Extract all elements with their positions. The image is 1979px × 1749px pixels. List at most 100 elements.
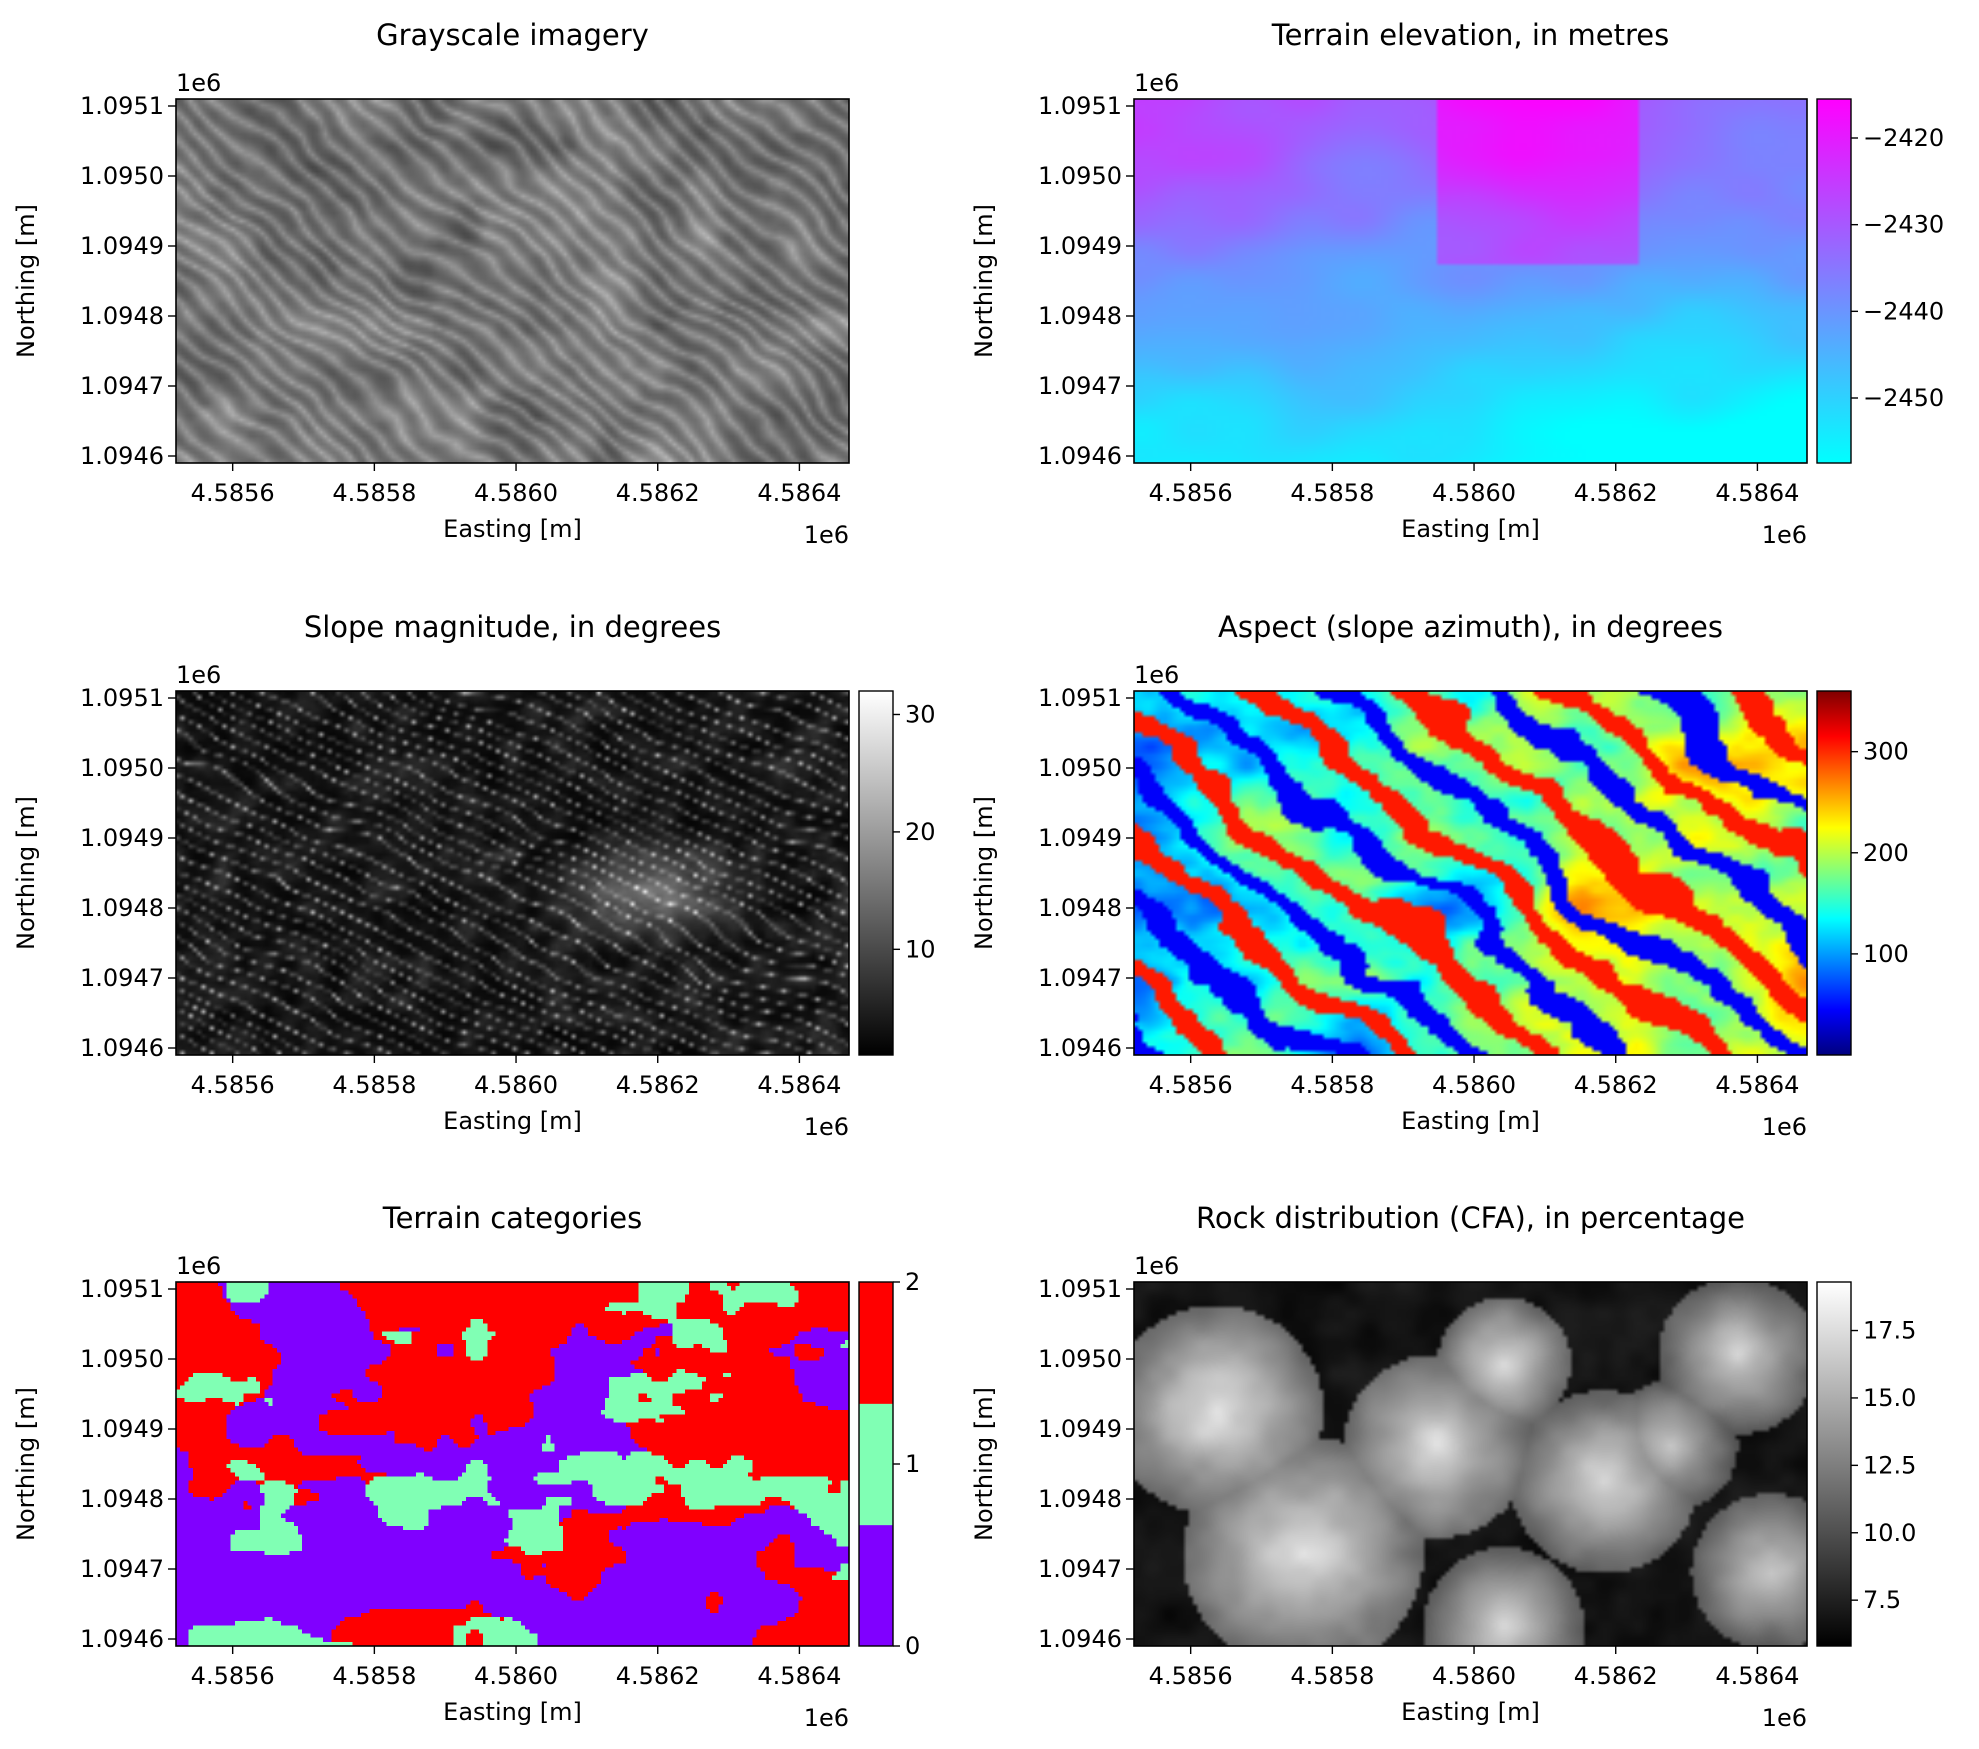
colorbar-tick-label: −2450 xyxy=(1863,384,1944,412)
y-tick-label: 1.0947 xyxy=(1038,1555,1122,1583)
y-tick-label: 1.0947 xyxy=(80,1555,164,1583)
y-tick-label: 1.0948 xyxy=(1038,894,1122,922)
colorbar-segment xyxy=(859,1524,893,1647)
colorbar: 2 1 0 xyxy=(858,1268,920,1660)
colorbar-tick-label: 0 xyxy=(905,1632,920,1660)
x-tick-label: 4.5860 xyxy=(474,1071,558,1099)
x-tick-label: 4.5856 xyxy=(1149,1071,1233,1099)
y-axis-label: Northing [m] xyxy=(970,796,998,950)
y-tick-label: 1.0951 xyxy=(1038,92,1122,120)
y-offset-label: 1e6 xyxy=(1134,1252,1179,1280)
colorbar-tick-label: 17.5 xyxy=(1863,1317,1916,1345)
plot-title: Grayscale imagery xyxy=(376,18,649,52)
y-tick-label: 1.0949 xyxy=(1038,232,1122,260)
y-tick-label: 1.0946 xyxy=(1038,1625,1122,1653)
x-tick-label: 4.5862 xyxy=(1574,479,1658,507)
subplot-6: Rock distribution (CFA), in percentage 4.… xyxy=(970,1201,1916,1732)
colorbar-tick-label: 10.0 xyxy=(1863,1519,1916,1547)
colorbar-gradient xyxy=(1817,99,1851,463)
y-tick-label: 1.0948 xyxy=(1038,1485,1122,1513)
colorbar-tick-label: −2440 xyxy=(1863,297,1944,325)
y-tick-label: 1.0946 xyxy=(1038,442,1122,470)
y-tick-label: 1.0948 xyxy=(80,894,164,922)
y-offset-label: 1e6 xyxy=(176,69,221,97)
heatmap-image xyxy=(1134,691,1807,1055)
x-offset-label: 1e6 xyxy=(804,1113,849,1141)
colorbar-tick-label: −2430 xyxy=(1863,211,1944,239)
x-axis-label: Easting [m] xyxy=(1401,1107,1540,1135)
y-tick-label: 1.0947 xyxy=(1038,372,1122,400)
x-tick-label: 4.5858 xyxy=(332,479,416,507)
colorbar: 17.5 15.0 12.5 10.0 7.5 xyxy=(1816,1281,1916,1647)
colorbar-frame xyxy=(1816,1281,1852,1647)
y-offset-label: 1e6 xyxy=(1134,69,1179,97)
x-offset-label: 1e6 xyxy=(1762,1704,1807,1732)
axes-frame xyxy=(175,98,850,464)
y-tick-label: 1.0950 xyxy=(1038,162,1122,190)
y-tick-label: 1.0946 xyxy=(80,1034,164,1062)
heatmap-image xyxy=(1134,1282,1807,1646)
x-tick-label: 4.5858 xyxy=(1290,479,1374,507)
heatmap-image xyxy=(1134,99,1807,463)
x-tick-label: 4.5864 xyxy=(757,1071,841,1099)
x-tick-label: 4.5858 xyxy=(332,1662,416,1690)
x-axis-label: Easting [m] xyxy=(443,1698,582,1726)
x-tick-label: 4.5856 xyxy=(191,1662,275,1690)
y-tick-label: 1.0948 xyxy=(80,1485,164,1513)
x-tick-label: 4.5860 xyxy=(474,479,558,507)
y-tick-label: 1.0949 xyxy=(80,824,164,852)
x-tick-label: 4.5864 xyxy=(1715,479,1799,507)
x-tick-label: 4.5860 xyxy=(474,1662,558,1690)
y-tick-label: 1.0951 xyxy=(1038,1275,1122,1303)
colorbar-tick-label: 1 xyxy=(905,1450,920,1478)
y-tick-label: 1.0950 xyxy=(80,754,164,782)
x-tick-label: 4.5856 xyxy=(191,479,275,507)
colorbar-frame xyxy=(1816,690,1852,1056)
y-tick-label: 1.0948 xyxy=(1038,302,1122,330)
plot-title: Aspect (slope azimuth), in degrees xyxy=(1218,610,1723,644)
y-tick-label: 1.0947 xyxy=(1038,964,1122,992)
x-tick-label: 4.5862 xyxy=(616,1662,700,1690)
x-tick-label: 4.5862 xyxy=(1574,1071,1658,1099)
plot-title: Slope magnitude, in degrees xyxy=(304,610,721,644)
colorbar: 300 200 100 xyxy=(1816,690,1909,1056)
x-tick-label: 4.5860 xyxy=(1432,1071,1516,1099)
axes-frame xyxy=(175,690,850,1056)
plot-title: Rock distribution (CFA), in percentage xyxy=(1196,1201,1745,1235)
x-offset-label: 1e6 xyxy=(1762,1113,1807,1141)
x-tick-label: 4.5860 xyxy=(1432,479,1516,507)
y-axis-label: Northing [m] xyxy=(970,204,998,358)
x-tick-label: 4.5858 xyxy=(1290,1662,1374,1690)
x-tick-label: 4.5856 xyxy=(1149,1662,1233,1690)
y-tick-label: 1.0950 xyxy=(1038,1345,1122,1373)
y-offset-label: 1e6 xyxy=(1134,661,1179,689)
y-tick-label: 1.0949 xyxy=(1038,1415,1122,1443)
colorbar-frame xyxy=(1816,98,1852,464)
y-tick-label: 1.0946 xyxy=(80,1625,164,1653)
y-tick-label: 1.0947 xyxy=(80,964,164,992)
y-axis-label: Northing [m] xyxy=(970,1387,998,1541)
y-tick-label: 1.0950 xyxy=(1038,754,1122,782)
axes-frame xyxy=(1133,690,1808,1056)
heatmap-image xyxy=(176,1282,849,1646)
colorbar: −2420 −2430 −2440 −2450 xyxy=(1816,98,1944,464)
y-tick-label: 1.0947 xyxy=(80,372,164,400)
y-tick-label: 1.0950 xyxy=(80,162,164,190)
x-axis-label: Easting [m] xyxy=(1401,515,1540,543)
y-axis-label: Northing [m] xyxy=(12,1387,40,1541)
x-tick-label: 4.5856 xyxy=(191,1071,275,1099)
colorbar-gradient xyxy=(1817,1282,1851,1646)
colorbar-segment xyxy=(859,1282,893,1404)
colorbar-gradient xyxy=(1817,691,1851,1055)
x-tick-label: 4.5864 xyxy=(757,479,841,507)
y-axis-label: Northing [m] xyxy=(12,204,40,358)
axes-frame xyxy=(175,1281,850,1647)
colorbar-tick-label: −2420 xyxy=(1863,124,1944,152)
plot-title: Terrain categories xyxy=(382,1201,642,1235)
y-tick-label: 1.0948 xyxy=(80,302,164,330)
colorbar-segment xyxy=(859,1403,893,1526)
x-axis-label: Easting [m] xyxy=(1401,1698,1540,1726)
x-tick-label: 4.5862 xyxy=(616,479,700,507)
